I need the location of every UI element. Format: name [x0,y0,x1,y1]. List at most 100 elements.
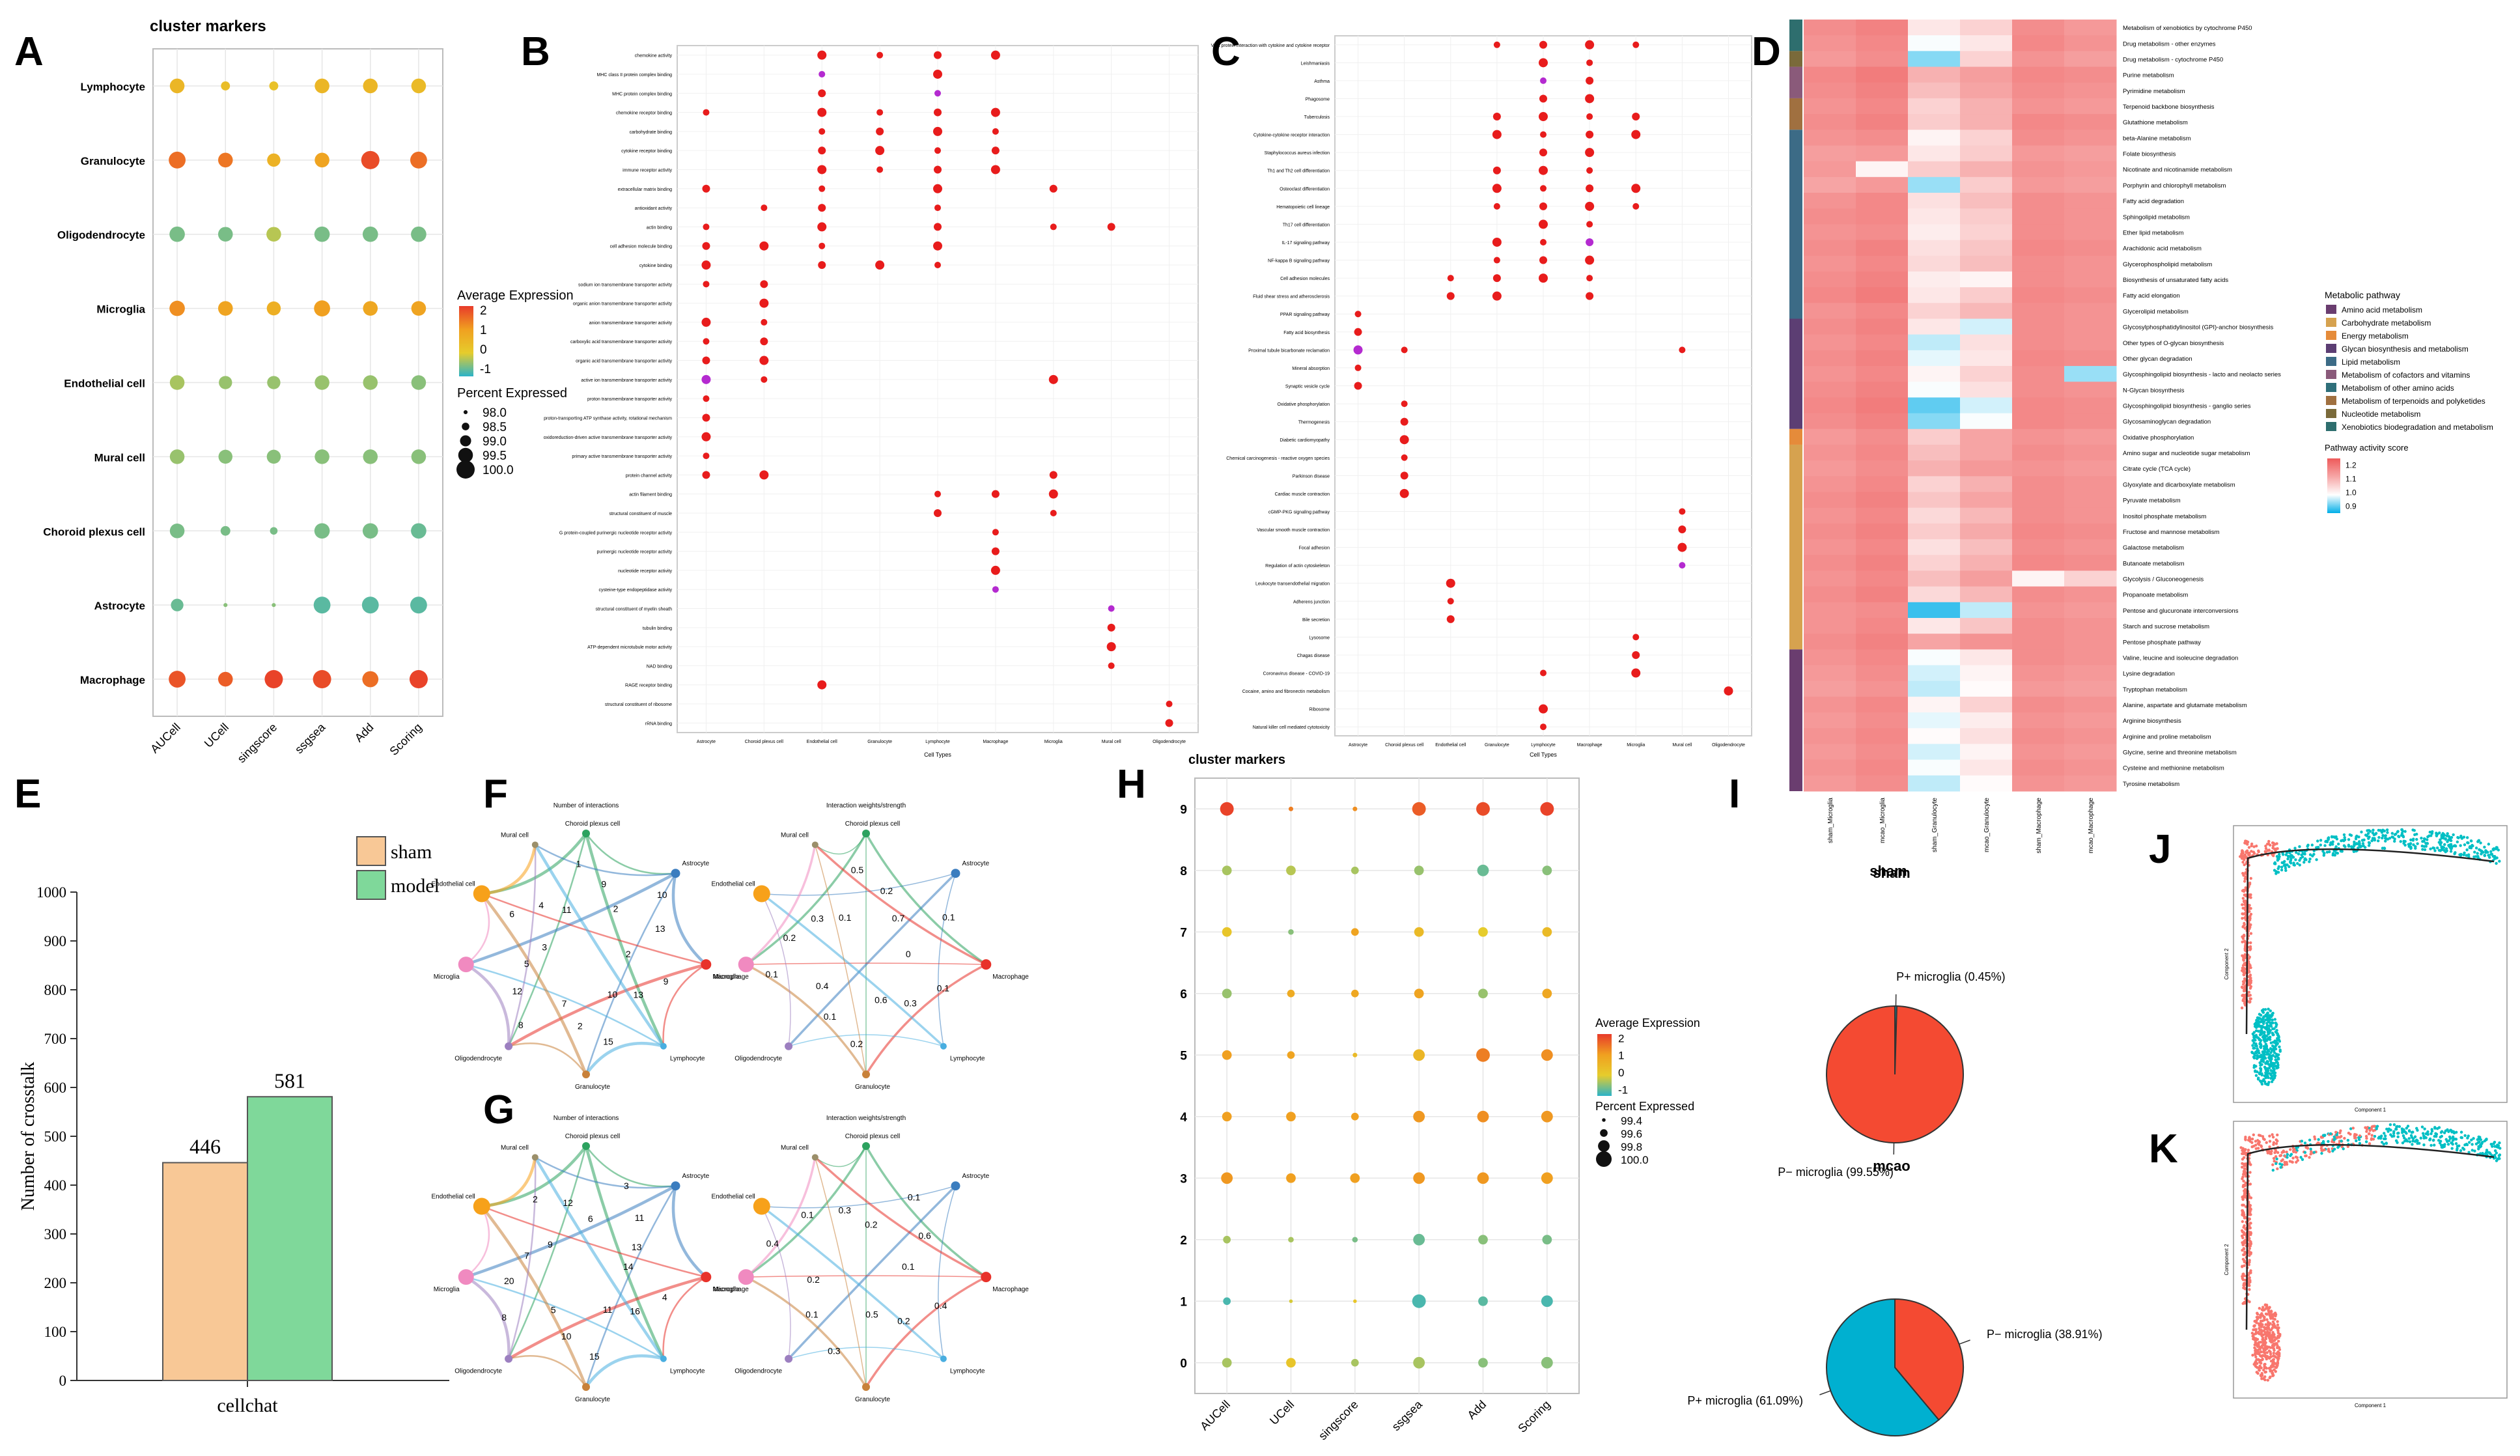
dot-lymphocyte-cytokine-receptor-binding [934,147,941,154]
cell-point [2247,990,2251,994]
cell-point [2431,846,2435,850]
cell-point [2258,1364,2261,1367]
annotation-segment [1789,428,1802,445]
cell-point [2296,861,2299,865]
cell-point [2273,1018,2276,1021]
cell-point [2448,835,2452,839]
cell-point [2248,1204,2252,1207]
cell-point [2248,1261,2251,1264]
cell-point [2261,1319,2264,1323]
cell-point [2275,855,2279,858]
cell-point [2241,872,2245,875]
dot-7-singscore [1351,928,1359,936]
cell-point [2459,854,2463,857]
y-tick-phagosome: Phagosome [1306,97,1330,102]
dot-macrophage-ssgsea [313,670,331,689]
cell-point [2392,1132,2396,1135]
cell-point [2492,847,2496,850]
node-mural-cell [811,841,819,848]
cell-point [2241,1275,2244,1279]
heat-cell-metabolism-of-xenobiotics-by-cytochrome-p450-sham-macrophage [2012,20,2065,36]
dot-macrophage-immune-receptor-activity [990,165,1000,175]
y-tick-adherens-junction: Adherens junction [1293,600,1330,604]
heat-cell-pyrimidine-metabolism-mcao-granulocyte [1960,82,2013,99]
heat-cell-amino-sugar-and-nucleotide-sugar-metabolism-mcao-microglia [1856,444,1909,461]
heat-cell-cysteine-and-methionine-metabolism-sham-granulocyte [1908,759,1961,776]
heat-cell-pentose-and-glucuronate-interconversions-sham-microglia [1804,602,1856,619]
cell-point [2409,843,2412,846]
dot-microglia-add [363,301,378,316]
y-tick-structural-constituent-of-muscle: structural constituent of muscle [609,512,673,516]
heat-cell-arginine-biosynthesis-sham-macrophage [2012,712,2065,729]
edge-4-8 [815,845,867,1075]
heat-cell-galactose-metabolism-sham-macrophage [2012,539,2065,555]
row-label-metabolism-of-xenobiotics-by-cytochrome-p450: Metabolism of xenobiotics by cytochrome … [2123,25,2252,32]
edge-label: 0 [906,949,911,959]
cell-point [2243,1224,2246,1227]
node-label-macrophage: Macrophage [992,973,1029,981]
cell-point [2249,1231,2252,1234]
cell-point [2242,1286,2245,1290]
cell-point [2325,850,2329,854]
cell-point [2254,1360,2258,1363]
heat-cell-biosynthesis-of-unsaturated-fatty-acids-mcao-microglia [1856,271,1909,288]
cell-point [2362,838,2366,842]
cell-point [2444,837,2447,841]
node-label-macrophage: Macrophage [712,1286,749,1293]
cell-point [2493,1145,2497,1148]
heat-cell-n-glycan-biosynthesis-mcao-macrophage [2064,382,2117,398]
panel-e-y-axis-title: Number of crosstalk [18,1062,38,1211]
cell-point [2248,1247,2252,1250]
edge-6-7 [465,893,490,966]
cell-point [2452,833,2455,837]
edge-6-8 [745,1157,817,1278]
heat-cell-glycerophospholipid-metabolism-sham-granulocyte [1908,255,1961,272]
panel-d-row-labels: Metabolism of xenobiotics by cytochrome … [2123,25,2281,788]
node-label-astrocyte: Astrocyte [682,1173,709,1180]
edge-label: 0.2 [897,1316,910,1326]
cell-point [2269,1009,2272,1013]
cell-point [2244,1175,2248,1178]
cell-point [2272,1336,2275,1339]
cell-point [2260,1362,2263,1365]
cell-point [2336,1136,2340,1139]
cell-point [2242,1179,2245,1183]
node-label-choroid-plexus-cell: Choroid plexus cell [845,1133,901,1140]
heat-cell-arginine-and-proline-metabolism-mcao-macrophage [2064,728,2117,744]
cell-point [2351,1127,2355,1130]
edge-4-5 [508,1354,587,1388]
network-strength: Interaction weights/strength00.10.30.60.… [712,802,1029,1091]
cell-point [2261,1024,2264,1028]
heat-cell-glyoxylate-and-dicarboxylate-metabolism-sham-macrophage [2012,476,2065,493]
y-tick-chemokine-receptor-binding: chemokine receptor binding [616,111,672,116]
cell-point [2433,1126,2437,1129]
y-tick-label: 500 [44,1128,67,1145]
dot-granulocyte-nf-kappa-b-signaling-pathway [1493,257,1500,264]
network-title: Number of interactions [553,1115,619,1122]
cell-point [2493,1153,2497,1157]
dot-endothelial-cell-carbohydrate-binding [819,128,826,135]
edge-label: 0.3 [904,998,917,1009]
dot-1-scoring [1541,1295,1553,1308]
row-label-citrate-cycle-tca-cycle: Citrate cycle (TCA cycle) [2123,466,2191,473]
cell-point [2260,1333,2263,1336]
node-macrophage [701,1272,712,1283]
node-label-astrocyte: Astrocyte [962,1173,989,1180]
dot-5-ssgsea [1413,1049,1425,1061]
row-label-fatty-acid-elongation: Fatty acid elongation [2123,292,2180,300]
cell-point [2443,843,2446,847]
dot-astrocyte-ppar-signaling-pathway [1354,311,1362,318]
heat-cell-fatty-acid-degradation-sham-granulocyte [1908,193,1961,209]
heat-cell-glycosaminoglycan-degradation-mcao-macrophage [2064,413,2117,430]
dot-granulocyte-chemokine-activity [876,51,884,59]
cell-point [2243,880,2247,883]
heat-cell-terpenoid-backbone-biosynthesis-mcao-macrophage [2064,98,2117,115]
y-tick-thermogenesis: Thermogenesis [1298,421,1330,425]
dot-lymphocyte-chemokine-receptor-binding [934,108,942,117]
cell-point [2327,1140,2330,1143]
dot-endothelial-cell-cell-adhesion-molecules [1447,275,1454,282]
heat-cell-sphingolipid-metabolism-mcao-microglia [1856,208,1909,225]
cell-point [2264,1341,2267,1345]
